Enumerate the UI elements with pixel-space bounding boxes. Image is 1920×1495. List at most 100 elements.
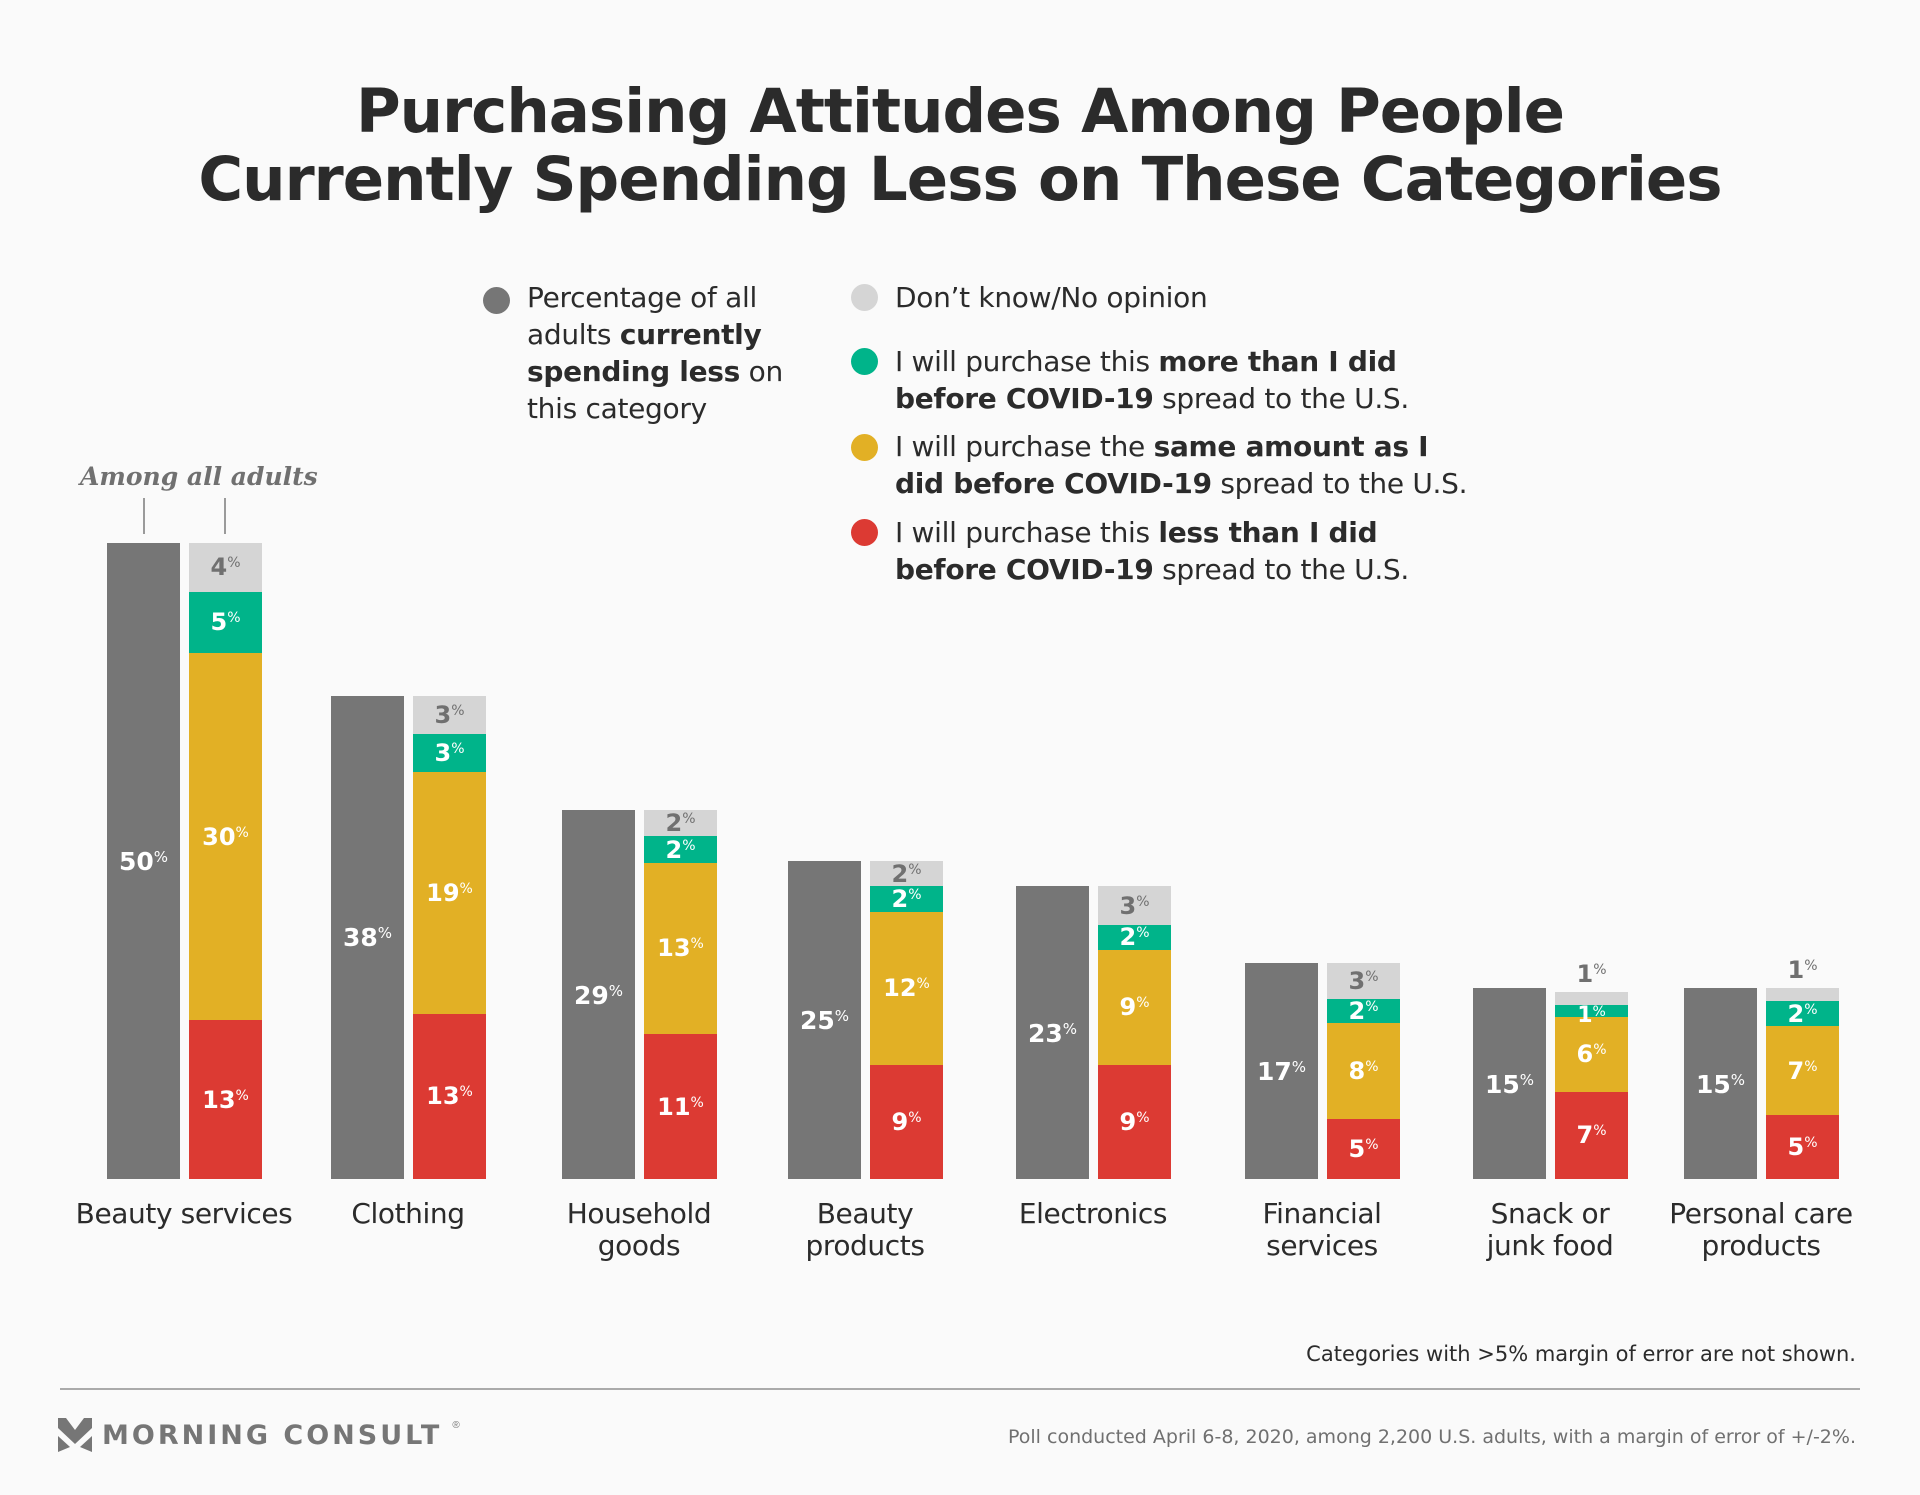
morning-consult-logo: MORNING CONSULT ® [58,1418,460,1452]
bar-segment-label-value: 1 [1577,1002,1593,1028]
bar-segment-label: 13% [189,1088,262,1112]
bar-segment-less: 7% [1555,1091,1628,1179]
legend-text-part: more than I did [1158,345,1397,378]
bar-segment-label-unit: % [908,1109,922,1126]
category-label: Electronics [973,1198,1213,1230]
bar-total-label-unit: % [834,1007,850,1025]
bar-segment-dont-know: 2% [644,810,717,837]
bar-segment-label-unit: % [235,824,249,841]
margin-of-error-note: Categories with >5% margin of error are … [1306,1342,1856,1366]
bar-segment-less: 13% [413,1013,486,1179]
legend-dot-dont-know [851,284,878,311]
bar-total-label-value: 38 [342,923,378,953]
category-label-line: products [805,1229,925,1262]
bar-segment-more: 1% [1555,1004,1628,1026]
annotation-connector-stack [224,498,226,534]
bar-total-label-value: 23 [1027,1018,1063,1048]
poll-source-note: Poll conducted April 6-8, 2020, among 2,… [1008,1426,1856,1448]
bar-segment-less: 13% [189,1020,262,1179]
legend-text-part: I will purchase this [895,345,1159,378]
bar-segment-label-value: 5 [210,608,228,637]
bar-total-label-value: 15 [1695,1069,1731,1099]
category-label-line: Beauty services [75,1197,293,1230]
bar-segment-label: 9% [1098,1110,1171,1134]
bar-segment-label: 2% [644,811,717,835]
brand-name: MORNING CONSULT [102,1419,443,1451]
category-label-line: Clothing [351,1197,465,1230]
bar-segment-label-value: 6 [1576,1040,1594,1069]
bar-segment-label-unit: % [1804,958,1818,975]
legend-text-part: I will purchase the [895,430,1154,463]
bar-segment-label: 2% [644,838,717,862]
legend-dot-more [851,348,878,375]
bar-segment-less: 5% [1766,1115,1839,1179]
bar-segment-more: 2% [1327,998,1400,1023]
bar-total-label: 25% [788,1006,861,1035]
bar-segment-label-value: 12 [883,974,917,1003]
legend-text-part: spread to the U.S. [1211,467,1468,500]
bar-total-label-value: 17 [1256,1056,1292,1086]
bar-total-label-value: 29 [573,980,609,1010]
bar-total-label-unit: % [377,924,393,943]
bar-segment-label-value: 5 [1787,1133,1805,1162]
bar-segment-label-unit: % [451,702,465,719]
category-label-line: Snack or [1490,1197,1610,1230]
legend-text-part: did before COVID-19 [895,467,1212,500]
bar-segment-dont-know: 3% [1327,962,1400,999]
bar-segment-same: 9% [1098,950,1171,1065]
bar-segment-more: 2% [1098,924,1171,951]
bar-segment-label-value: 2 [891,885,909,914]
bar-segment-label-unit: % [1136,925,1150,942]
bar-segment-label: 11% [644,1095,717,1119]
bar-total-label-unit: % [1062,1019,1078,1038]
bar-segment-label-value: 3 [434,700,452,729]
bar-segment-label-value: 7 [1576,1121,1594,1150]
bar-segment-label: 2% [870,887,943,911]
category-label-line: Financial [1262,1197,1382,1230]
bar-segment-same: 7% [1766,1026,1839,1116]
title-line-1: Purchasing Attitudes Among People [355,76,1565,147]
category-label-line: products [1701,1229,1821,1262]
bar-segment-label-unit: % [459,880,473,897]
category-label-line: Beauty [816,1197,914,1230]
bar-total-label-value: 25 [799,1006,835,1035]
bar-segment-more: 2% [644,836,717,863]
bar-total: 25% [788,861,861,1179]
title-line-2: Currently Spending Less on These Categor… [198,144,1722,215]
category-label: Personal care products [1641,1198,1881,1262]
bar-segment-label: 9% [870,1110,943,1134]
bar-segment-more: 2% [1766,1000,1839,1027]
bar-segment-dont-know: 1% [1766,958,1839,1001]
bar-segment-more: 3% [413,733,486,772]
bar-segment-less: 5% [1327,1118,1400,1179]
bar-segment-label: 4% [189,555,262,579]
bar-total: 23% [1016,886,1089,1179]
bar-segment-label: 13% [413,1084,486,1108]
bar-segment-label: 3% [413,703,486,727]
bar-total: 17% [1245,962,1318,1179]
bar-segment-label-unit: % [1804,1001,1818,1018]
bar-segment-label-value: 1 [1576,960,1594,989]
bar-segment-dont-know: 1% [1555,962,1628,1005]
legend-text-part: spread to the U.S. [1153,382,1409,415]
bar-segment-label: 7% [1555,1123,1628,1147]
category-label: Financial services [1202,1198,1442,1262]
bar-segment-dont-know: 4% [189,543,262,592]
category-label: Snack or junk food [1430,1198,1670,1262]
bar-segment-label-value: 13 [426,1082,460,1111]
bar-segment-label-value: 11 [657,1092,691,1121]
bar-total-label: 29% [562,980,635,1010]
bar-segment-label-unit: % [690,1094,704,1111]
bar-segment-label-unit: % [235,1087,249,1104]
annotation-connector-total [143,498,145,534]
bar-segment-label-value: 9 [1119,993,1137,1022]
category-label-line: goods [597,1229,681,1262]
bar-segment-label: 7% [1766,1059,1839,1083]
bar-segment-more: 5% [189,591,262,654]
bar-segment-label-unit: % [1136,995,1150,1012]
bar-segment-same: 12% [870,911,943,1065]
legend-text-part: same amount as I [1153,430,1429,463]
legend-item-same: I will purchase the same amount as I did … [895,428,1468,502]
bar-segment-label-unit: % [1136,1109,1150,1126]
bar-segment-label: 3% [413,741,486,765]
